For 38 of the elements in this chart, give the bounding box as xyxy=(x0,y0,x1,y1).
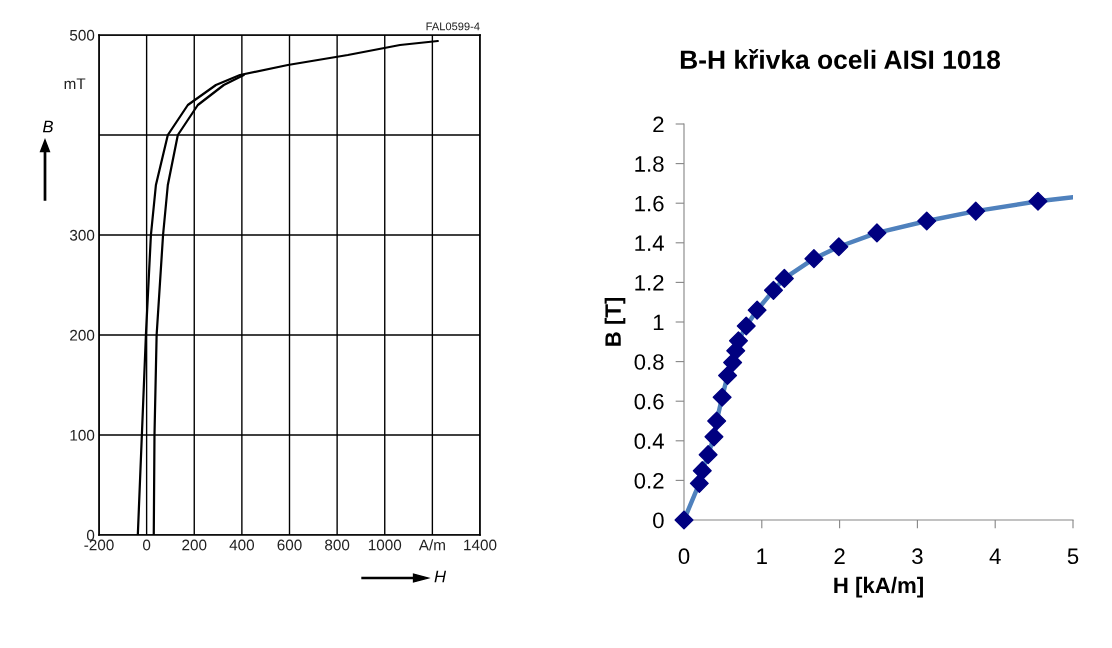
x-tick-label: 200 xyxy=(182,539,207,551)
x-tick-label: -200 xyxy=(84,539,114,551)
y-tick-label: 0.6 xyxy=(634,393,664,410)
x-tick-label: 1 xyxy=(757,548,767,564)
y-tick-label: 500 xyxy=(69,29,95,41)
x-tick-label: 0 xyxy=(678,548,690,565)
x-tick-label: 0 xyxy=(142,539,151,551)
x-tick-label: 1000 xyxy=(368,539,402,551)
x-tick-label: 800 xyxy=(325,539,350,551)
y-axis-title: B xyxy=(42,120,53,133)
x-tick-label: 600 xyxy=(277,539,302,551)
x-tick-label: A/m xyxy=(418,539,445,551)
y-tick-label: 0.2 xyxy=(634,472,664,489)
x-tick-label: 4 xyxy=(989,548,1001,564)
y-tick-label: 1.2 xyxy=(635,274,664,291)
y-axis-title: B [T] xyxy=(604,297,626,346)
y-tick-label: 200 xyxy=(70,329,95,341)
chart-title: B-H křivka oceli AISI 1018 xyxy=(680,49,1001,70)
y-tick-label: 1.8 xyxy=(635,156,664,172)
x-tick-label: 400 xyxy=(229,539,255,551)
y-tick-label: 100 xyxy=(70,429,95,441)
y-tick-label: 300 xyxy=(69,229,95,241)
x-tick-label: 5 xyxy=(1067,548,1079,565)
y-tick-label: 1 xyxy=(653,314,664,331)
text: FAL0599-4 xyxy=(426,22,480,31)
x-axis-title: H [kA/m] xyxy=(834,576,923,598)
y-tick-label: 1.6 xyxy=(635,195,664,212)
y-tick-label: 0 xyxy=(86,529,95,541)
y-tick-label: 1.4 xyxy=(635,235,664,251)
x-tick-label: 3 xyxy=(912,548,923,565)
y-tick-label: 0.4 xyxy=(634,433,664,450)
text: mT xyxy=(64,78,86,89)
y-tick-label: 0 xyxy=(653,512,664,529)
y-tick-label: 2 xyxy=(653,116,664,133)
x-tick-label: 2 xyxy=(834,548,845,564)
y-tick-label: 0.8 xyxy=(634,354,664,370)
x-axis-title: H xyxy=(434,570,447,583)
x-tick-label: 1400 xyxy=(464,539,497,551)
